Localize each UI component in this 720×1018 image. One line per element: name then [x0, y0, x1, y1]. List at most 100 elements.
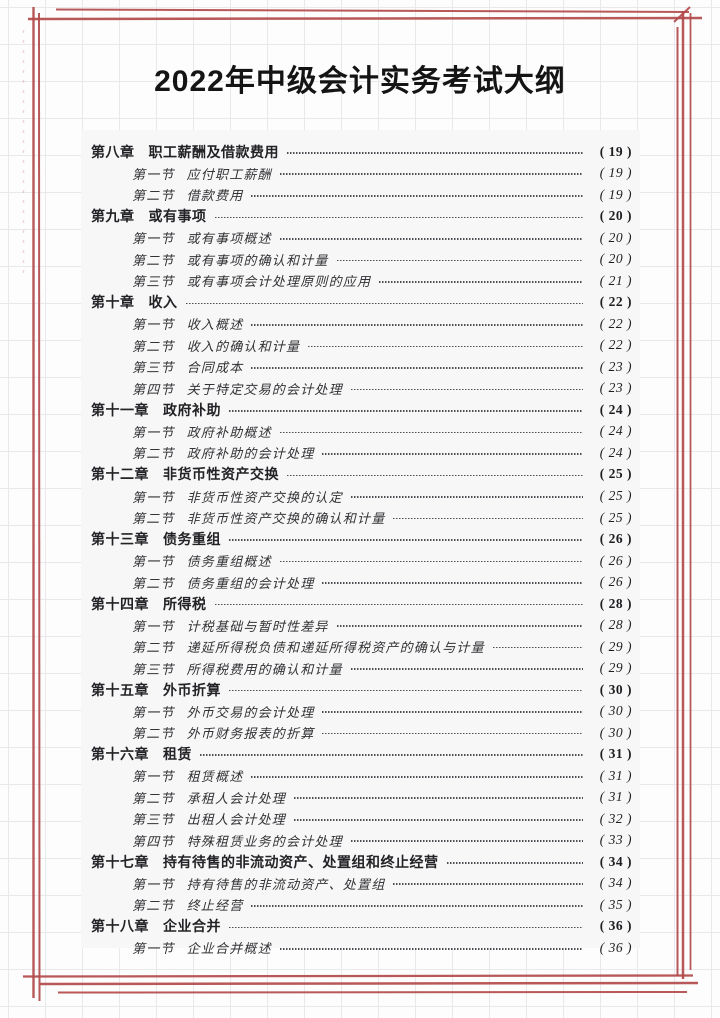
toc-entry-title: 租赁	[163, 746, 192, 763]
toc-entry-num: 第一节	[132, 231, 175, 247]
toc-entry-num: 第二节	[132, 726, 175, 742]
page-number: ( 28 )	[599, 617, 632, 633]
toc-row-section: 第三节 所得税费用的确认和计量 ( 29 )	[91, 657, 632, 679]
dot-leader	[322, 711, 583, 713]
dot-leader	[350, 668, 583, 670]
dot-leader	[279, 173, 583, 176]
toc-entry-title: 政府补助的会计处理	[186, 446, 315, 462]
page-number: ( 29 )	[599, 660, 632, 676]
toc-row-chapter: 第十四章 所得税 ( 28 )	[91, 593, 632, 615]
toc-entry-num: 第八章	[91, 143, 135, 160]
page-number: ( 19 )	[599, 186, 632, 202]
toc-entry-title: 非货币性资产交换的确认和计量	[186, 511, 386, 527]
toc-entry-num: 第十四章	[91, 595, 149, 612]
toc-entry-num: 第二节	[132, 790, 175, 806]
toc-entry-num: 第十一章	[91, 401, 149, 418]
dot-leader	[185, 302, 583, 305]
dot-leader	[214, 603, 583, 606]
toc-entry-title: 出租人会计处理	[186, 812, 287, 828]
toc-row-section: 第四节 关于特定交易的会计处理 ( 23 )	[91, 378, 632, 400]
toc-row-chapter: 第十七章 持有待售的非流动资产、处置组和终止经营 ( 34 )	[91, 851, 632, 873]
toc-row-chapter: 第十章 收入 ( 22 )	[91, 292, 632, 314]
toc-entry-title: 所得税费用的确认和计量	[186, 661, 343, 677]
dot-leader	[350, 388, 583, 391]
toc-entry-num: 第一节	[132, 704, 175, 720]
toc-entry-title: 或有事项会计处理原则的应用	[186, 274, 372, 290]
toc-entry-num: 第十三章	[91, 531, 149, 548]
toc-entry-title: 承租人会计处理	[186, 790, 287, 806]
toc-entry-num: 第二节	[132, 188, 175, 204]
toc-entry-title: 非货币性资产交换的认定	[186, 489, 343, 505]
toc-row-section: 第一节 债务重组概述 ( 26 )	[91, 550, 632, 572]
toc-row-section: 第一节 或有事项概述 ( 20 )	[91, 227, 632, 249]
page-number: ( 25 )	[599, 509, 632, 525]
page-number: ( 26 )	[599, 552, 632, 568]
dot-leader	[350, 840, 583, 843]
page-number: ( 25 )	[599, 466, 632, 482]
toc-entry-title: 企业合并	[163, 918, 221, 935]
toc-row-section: 第一节 外币交易的会计处理 ( 30 )	[91, 700, 632, 722]
toc-entry-title: 特殊租赁业务的会计处理	[186, 833, 343, 849]
dot-leader	[279, 431, 583, 434]
toc-row-section: 第一节 持有待售的非流动资产、处置组 ( 34 )	[91, 873, 632, 895]
page-number: ( 20 )	[599, 229, 632, 245]
page-number: ( 24 )	[599, 423, 632, 439]
dot-leader	[294, 797, 583, 800]
page-number: ( 20 )	[599, 251, 632, 267]
page-number: ( 24 )	[599, 444, 632, 460]
toc-entry-num: 第三节	[132, 812, 175, 828]
toc-row-section: 第二节 政府补助的会计处理 ( 24 )	[91, 442, 632, 464]
page-number: ( 36 )	[599, 939, 632, 955]
toc-entry-num: 第二节	[132, 252, 175, 268]
toc-entry-title: 政府补助	[163, 401, 221, 418]
dot-leader	[251, 367, 583, 369]
toc-row-section: 第二节 或有事项的确认和计量 ( 20 )	[91, 249, 632, 271]
toc-entry-title: 收入的确认和计量	[186, 338, 301, 354]
toc-entry-title: 企业合并概述	[186, 941, 272, 957]
toc-entry-num: 第一节	[132, 554, 175, 570]
toc-row-chapter: 第十二章 非货币性资产交换 ( 25 )	[91, 464, 632, 486]
toc-entry-title: 收入	[148, 294, 178, 311]
page-number: ( 23 )	[599, 380, 632, 396]
dot-leader	[229, 689, 583, 692]
page-number: ( 22 )	[599, 294, 632, 310]
toc-row-section: 第一节 非货币性资产交换的认定 ( 25 )	[91, 485, 632, 507]
dot-leader	[251, 905, 583, 907]
toc-entry-num: 第二节	[132, 640, 175, 656]
toc-entry-num: 第一节	[132, 317, 175, 333]
page-number: ( 25 )	[599, 488, 632, 503]
toc-row-chapter: 第十五章 外币折算 ( 30 )	[91, 679, 632, 701]
dot-leader	[214, 216, 583, 219]
toc-entry-num: 第一节	[132, 769, 175, 785]
toc-entry-title: 关于特定交易的会计处理	[186, 381, 343, 397]
toc-entry-num: 第九章	[91, 208, 135, 225]
toc-entry-num: 第十七章	[91, 853, 149, 870]
toc-entry-title: 外币交易的会计处理	[186, 704, 315, 720]
toc-entry-title: 政府补助概述	[186, 424, 272, 440]
toc-entry-num: 第一节	[132, 489, 175, 505]
dot-leader	[251, 194, 583, 197]
toc-entry-num: 第二节	[132, 898, 175, 914]
page-number: ( 35 )	[599, 896, 632, 912]
page-number: ( 34 )	[599, 853, 632, 869]
toc-entry-title: 持有待售的非流动资产、处置组和终止经营	[163, 853, 439, 870]
dot-leader	[294, 818, 583, 821]
page-number: ( 22 )	[599, 337, 632, 353]
toc-row-section: 第二节 债务重组的会计处理 ( 26 )	[91, 571, 632, 593]
toc-entry-title: 外币财务报表的折算	[186, 726, 315, 742]
toc-entry-num: 第十六章	[91, 746, 149, 763]
toc-row-section: 第二节 借款费用 ( 19 )	[91, 184, 632, 206]
toc-entry-title: 债务重组概述	[186, 554, 272, 570]
dot-leader	[322, 582, 583, 584]
dot-leader	[251, 775, 583, 778]
toc-entry-num: 第三节	[132, 360, 175, 376]
toc-row-section: 第一节 收入概述 ( 22 )	[91, 313, 632, 335]
toc-row-section: 第一节 应付职工薪酬 ( 19 )	[91, 163, 632, 185]
dot-leader	[287, 474, 583, 477]
toc-row-section: 第一节 计税基础与暂时性差异 ( 28 )	[91, 614, 632, 636]
toc-entry-num: 第一节	[132, 876, 175, 892]
toc-row-section: 第二节 承租人会计处理 ( 31 )	[91, 786, 632, 808]
page-number: ( 30 )	[599, 681, 632, 697]
toc-row-chapter: 第九章 或有事项 ( 20 )	[91, 206, 632, 228]
toc-row-section: 第二节 非货币性资产交换的确认和计量 ( 25 )	[91, 507, 632, 529]
